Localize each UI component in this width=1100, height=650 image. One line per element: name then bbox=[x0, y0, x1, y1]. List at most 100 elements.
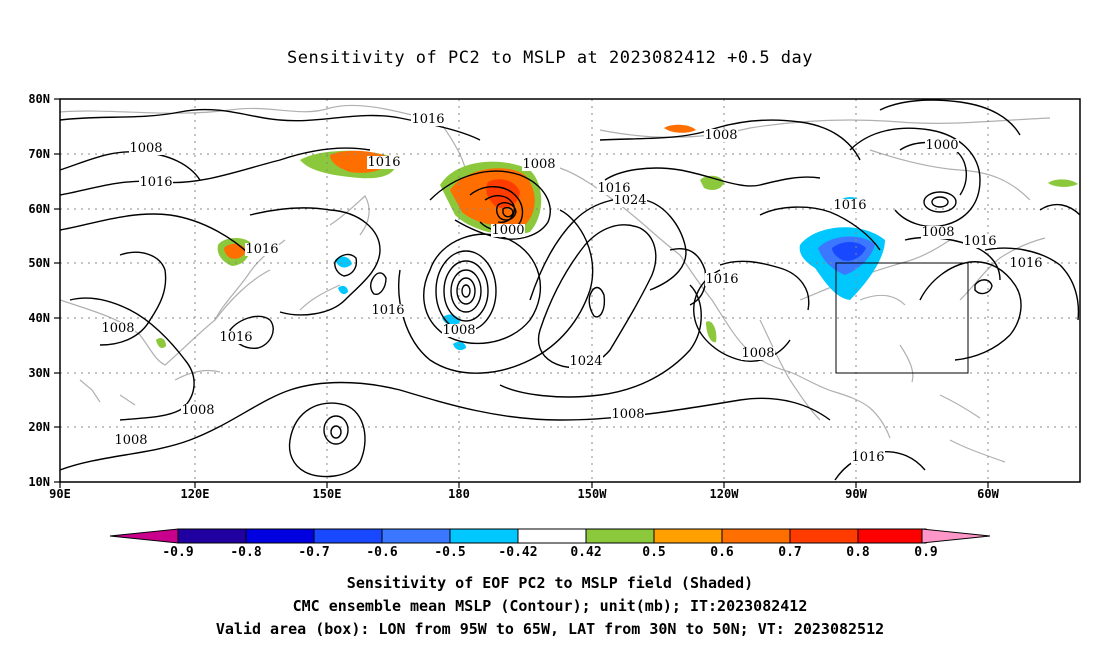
lon-label-150w: 150W bbox=[577, 487, 607, 501]
contour-label-bg bbox=[851, 451, 885, 464]
contour-label: 1016 bbox=[963, 234, 996, 249]
contour-label-bg bbox=[705, 273, 739, 286]
contour-label: 1016 bbox=[411, 112, 444, 127]
lon-label-60w: 60W bbox=[977, 487, 999, 501]
colorbar-box bbox=[313, 528, 383, 544]
caption-contour: CMC ensemble mean MSLP (Contour); unit(m… bbox=[292, 597, 808, 615]
lon-label-150e: 150E bbox=[312, 487, 342, 501]
orange-patch bbox=[664, 124, 696, 133]
contour-label: 1008 bbox=[129, 141, 162, 156]
contour-label-bg bbox=[925, 139, 959, 152]
contour-label: 1000 bbox=[925, 138, 958, 153]
contour-label: 1016 bbox=[367, 155, 400, 170]
contour-label-bg bbox=[367, 156, 401, 169]
contour-label: 1008 bbox=[114, 433, 147, 448]
colorbar-box bbox=[245, 528, 315, 544]
contour-label: 1000 bbox=[491, 223, 524, 238]
contour-label-bg bbox=[114, 434, 148, 447]
contour-label-bg bbox=[219, 331, 253, 344]
blue-patch bbox=[832, 242, 866, 261]
colorbar-over-triangle bbox=[921, 528, 991, 544]
contour-label: 1016 bbox=[245, 242, 278, 257]
contour-label: 1008 bbox=[741, 346, 774, 361]
colorbar-tick-label: 0.9 bbox=[914, 545, 938, 560]
green-patch bbox=[1048, 179, 1078, 187]
colorbar-box bbox=[517, 528, 587, 544]
colorbar-tick-label: -0.5 bbox=[434, 545, 466, 560]
lon-label-90e: 90E bbox=[49, 487, 71, 501]
contour-label-bg bbox=[613, 194, 647, 207]
coastlines bbox=[60, 104, 1051, 463]
contour-label: 1008 bbox=[611, 407, 644, 422]
colorbar-box bbox=[789, 528, 859, 544]
contour-label-bg bbox=[101, 322, 135, 335]
contour-label: 1008 bbox=[101, 321, 134, 336]
colorbar bbox=[109, 528, 991, 544]
lon-label-120e: 120E bbox=[180, 487, 210, 501]
colorbar-tick-label: 0.5 bbox=[642, 545, 666, 560]
colorbar-box bbox=[449, 528, 519, 544]
lat-label-10n: 10N bbox=[28, 475, 50, 489]
contour-label: 1008 bbox=[181, 403, 214, 418]
lat-label-60n: 60N bbox=[28, 202, 50, 216]
mslp-contours bbox=[60, 99, 1080, 481]
contour-label: 1024 bbox=[569, 354, 602, 369]
contour-label: 1016 bbox=[219, 330, 252, 345]
colorbar-tick-label: -0.7 bbox=[298, 545, 330, 560]
contour-label: 1016 bbox=[139, 175, 172, 190]
green-patch bbox=[706, 321, 717, 343]
contour-label-bg bbox=[704, 129, 738, 142]
contour-label-bg bbox=[741, 347, 775, 360]
contour-label-bg bbox=[921, 226, 955, 239]
blue-patch bbox=[338, 285, 348, 295]
contour-label-bg bbox=[597, 182, 631, 195]
lat-label-70n: 70N bbox=[28, 147, 50, 161]
lat-label-80n: 80N bbox=[28, 92, 50, 106]
lat-label-40n: 40N bbox=[28, 311, 50, 325]
contour-label: 1008 bbox=[921, 225, 954, 240]
contour-label-bg bbox=[371, 304, 405, 317]
blue-patch bbox=[335, 256, 352, 268]
axis-ticks bbox=[54, 98, 989, 488]
contour-label: 1008 bbox=[704, 128, 737, 143]
contour-label: 1016 bbox=[705, 272, 738, 287]
colorbar-box bbox=[177, 528, 247, 544]
orange-patch bbox=[224, 243, 246, 259]
colorbar-box bbox=[721, 528, 791, 544]
lat-label-20n: 20N bbox=[28, 420, 50, 434]
colorbar-tick-label: 0.6 bbox=[710, 545, 734, 560]
colorbar-tick-label: -0.6 bbox=[366, 545, 398, 560]
contour-label: 1008 bbox=[522, 157, 555, 172]
contour-labels: 1016 1008 1016 1016 1016 1008 1016 1016 1000 1024… bbox=[101, 112, 1043, 465]
colorbar-tick-label: -0.9 bbox=[162, 545, 194, 560]
contour-label: 1016 bbox=[851, 450, 884, 465]
lon-label-90w: 90W bbox=[845, 487, 867, 501]
contour-label-bg bbox=[833, 199, 867, 212]
map-title: Sensitivity of PC2 to MSLP at 2023082412… bbox=[286, 48, 813, 68]
contour-label: 1016 bbox=[597, 181, 630, 196]
contour-label: 1016 bbox=[371, 303, 404, 318]
contour-label: 1024 bbox=[613, 193, 646, 208]
contour-label: 1016 bbox=[1009, 256, 1042, 271]
contour-label-bg bbox=[139, 176, 173, 189]
contour-label-bg bbox=[1009, 257, 1043, 270]
colorbar-tick-label: -0.42 bbox=[498, 545, 538, 560]
caption-valid-area: Valid area (box): LON from 95W to 65W, L… bbox=[215, 620, 885, 638]
lat-label-50n: 50N bbox=[28, 256, 50, 270]
graticule bbox=[60, 99, 1080, 482]
colorbar-box bbox=[857, 528, 927, 544]
contour-label: 1008 bbox=[442, 323, 475, 338]
colorbar-box bbox=[585, 528, 655, 544]
colorbar-tick-label: 0.7 bbox=[778, 545, 802, 560]
contour-label-bg bbox=[491, 224, 525, 237]
colorbar-under-triangle bbox=[109, 528, 179, 544]
contour-label-bg bbox=[522, 158, 556, 171]
green-patch bbox=[156, 338, 166, 348]
colorbar-tick-label: 0.42 bbox=[570, 545, 602, 560]
contour-label-bg bbox=[411, 113, 445, 126]
colorbar-box bbox=[653, 528, 723, 544]
colorbar-tick-label: 0.8 bbox=[846, 545, 870, 560]
contour-label-bg bbox=[245, 243, 279, 256]
contour-label-bg bbox=[569, 355, 603, 368]
